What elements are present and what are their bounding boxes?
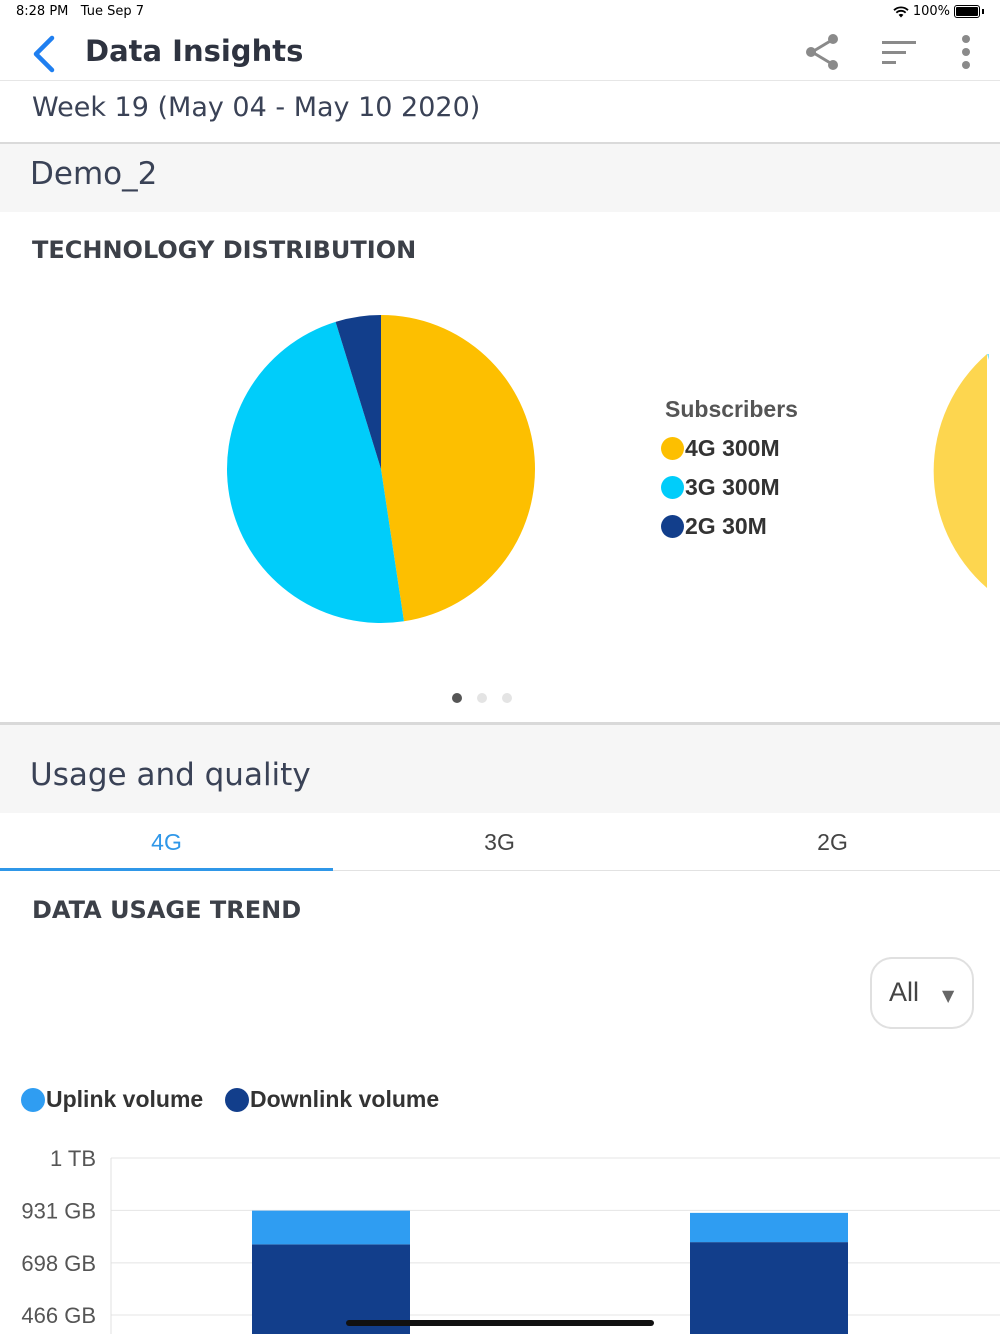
legend-dot-3g: [661, 476, 684, 499]
bar-uplink[interactable]: [690, 1212, 848, 1243]
legend-item-downlink: Downlink volume: [225, 1086, 439, 1113]
filter-value: All: [889, 977, 920, 1007]
pie-legend-title: Subscribers: [665, 396, 798, 422]
pie-slice-4g[interactable]: [381, 315, 535, 622]
nav-bar: Data Insights: [0, 24, 1000, 81]
legend-dot-downlink: [225, 1087, 249, 1112]
legend-item-4g: 4G 300M: [661, 435, 780, 462]
week-label: Week 19 (May 04 - May 10 2020): [32, 92, 481, 123]
technology-pie-chart[interactable]: [224, 312, 538, 630]
y-tick-label: 931 GB: [21, 1198, 96, 1223]
data-usage-chart[interactable]: 1 TB 931 GB 698 GB 466 GB: [0, 1140, 1000, 1338]
filter-dropdown[interactable]: All ▼: [870, 957, 974, 1029]
technology-tabs: 4G 3G 2G: [0, 813, 1000, 871]
legend-dot-4g: [661, 437, 684, 460]
legend-label-3g: 3G 300M: [685, 474, 780, 500]
pie-chart-svg: [227, 315, 535, 623]
page-title: Data Insights: [85, 34, 304, 68]
more-vertical-icon[interactable]: [946, 32, 986, 72]
y-tick-label: 466 GB: [21, 1303, 96, 1328]
tab-4g[interactable]: 4G: [0, 813, 333, 871]
week-selector[interactable]: Week 19 (May 04 - May 10 2020): [0, 80, 1000, 144]
tab-3g[interactable]: 3G: [484, 829, 515, 855]
y-tick-label: 1 TB: [50, 1146, 96, 1171]
technology-distribution-heading: TECHNOLOGY DISTRIBUTION: [32, 236, 417, 264]
status-bar: 8:28 PM Tue Sep 7 100%: [0, 0, 1000, 24]
legend-label-downlink: Downlink volume: [250, 1086, 440, 1112]
legend-label-2g: 2G 30M: [685, 513, 767, 539]
tab-2g[interactable]: 2G: [817, 829, 848, 855]
section-divider: [0, 722, 1000, 725]
wifi-icon: [893, 5, 909, 17]
pager-dot[interactable]: [477, 693, 487, 703]
legend-dot-2g: [661, 515, 684, 538]
data-usage-trend-heading: DATA USAGE TREND: [32, 896, 302, 924]
usage-header: Usage and quality: [0, 725, 1000, 813]
next-slide-preview[interactable]: [925, 354, 989, 588]
legend-dot-uplink: [21, 1087, 45, 1112]
chevron-left-icon[interactable]: [26, 32, 66, 76]
carousel-pager[interactable]: [452, 693, 512, 703]
triangle-down-icon: ▼: [942, 986, 955, 1005]
y-tick-label: 698 GB: [21, 1251, 96, 1276]
home-indicator: [346, 1320, 654, 1326]
bar-downlink[interactable]: [252, 1244, 410, 1334]
bar-downlink[interactable]: [690, 1242, 848, 1334]
legend-label-uplink: Uplink volume: [46, 1086, 204, 1112]
bar-chart-svg: 1 TB 931 GB 698 GB 466 GB: [21, 1146, 1000, 1334]
status-time: 8:28 PM Tue Sep 7: [16, 4, 145, 19]
legend-item-uplink: Uplink volume: [21, 1086, 203, 1113]
legend-label-4g: 4G 300M: [685, 435, 780, 461]
legend-item-3g: 3G 300M: [661, 474, 780, 501]
sort-icon[interactable]: [880, 32, 920, 72]
legend-item-2g: 2G 30M: [661, 513, 767, 540]
pie-slice-2g[interactable]: [335, 315, 381, 469]
share-icon[interactable]: [802, 32, 842, 72]
bar-uplink[interactable]: [252, 1210, 410, 1245]
battery-icon: [954, 5, 980, 18]
network-name: Demo_2: [30, 156, 158, 192]
pie-slice-3g[interactable]: [227, 321, 404, 623]
pager-dot[interactable]: [452, 693, 462, 703]
network-header: Demo_2: [0, 144, 1000, 212]
usage-title: Usage and quality: [30, 757, 311, 793]
pager-dot[interactable]: [502, 693, 512, 703]
status-indicators: 100%: [893, 4, 984, 19]
battery-percent: 100%: [912, 4, 950, 19]
